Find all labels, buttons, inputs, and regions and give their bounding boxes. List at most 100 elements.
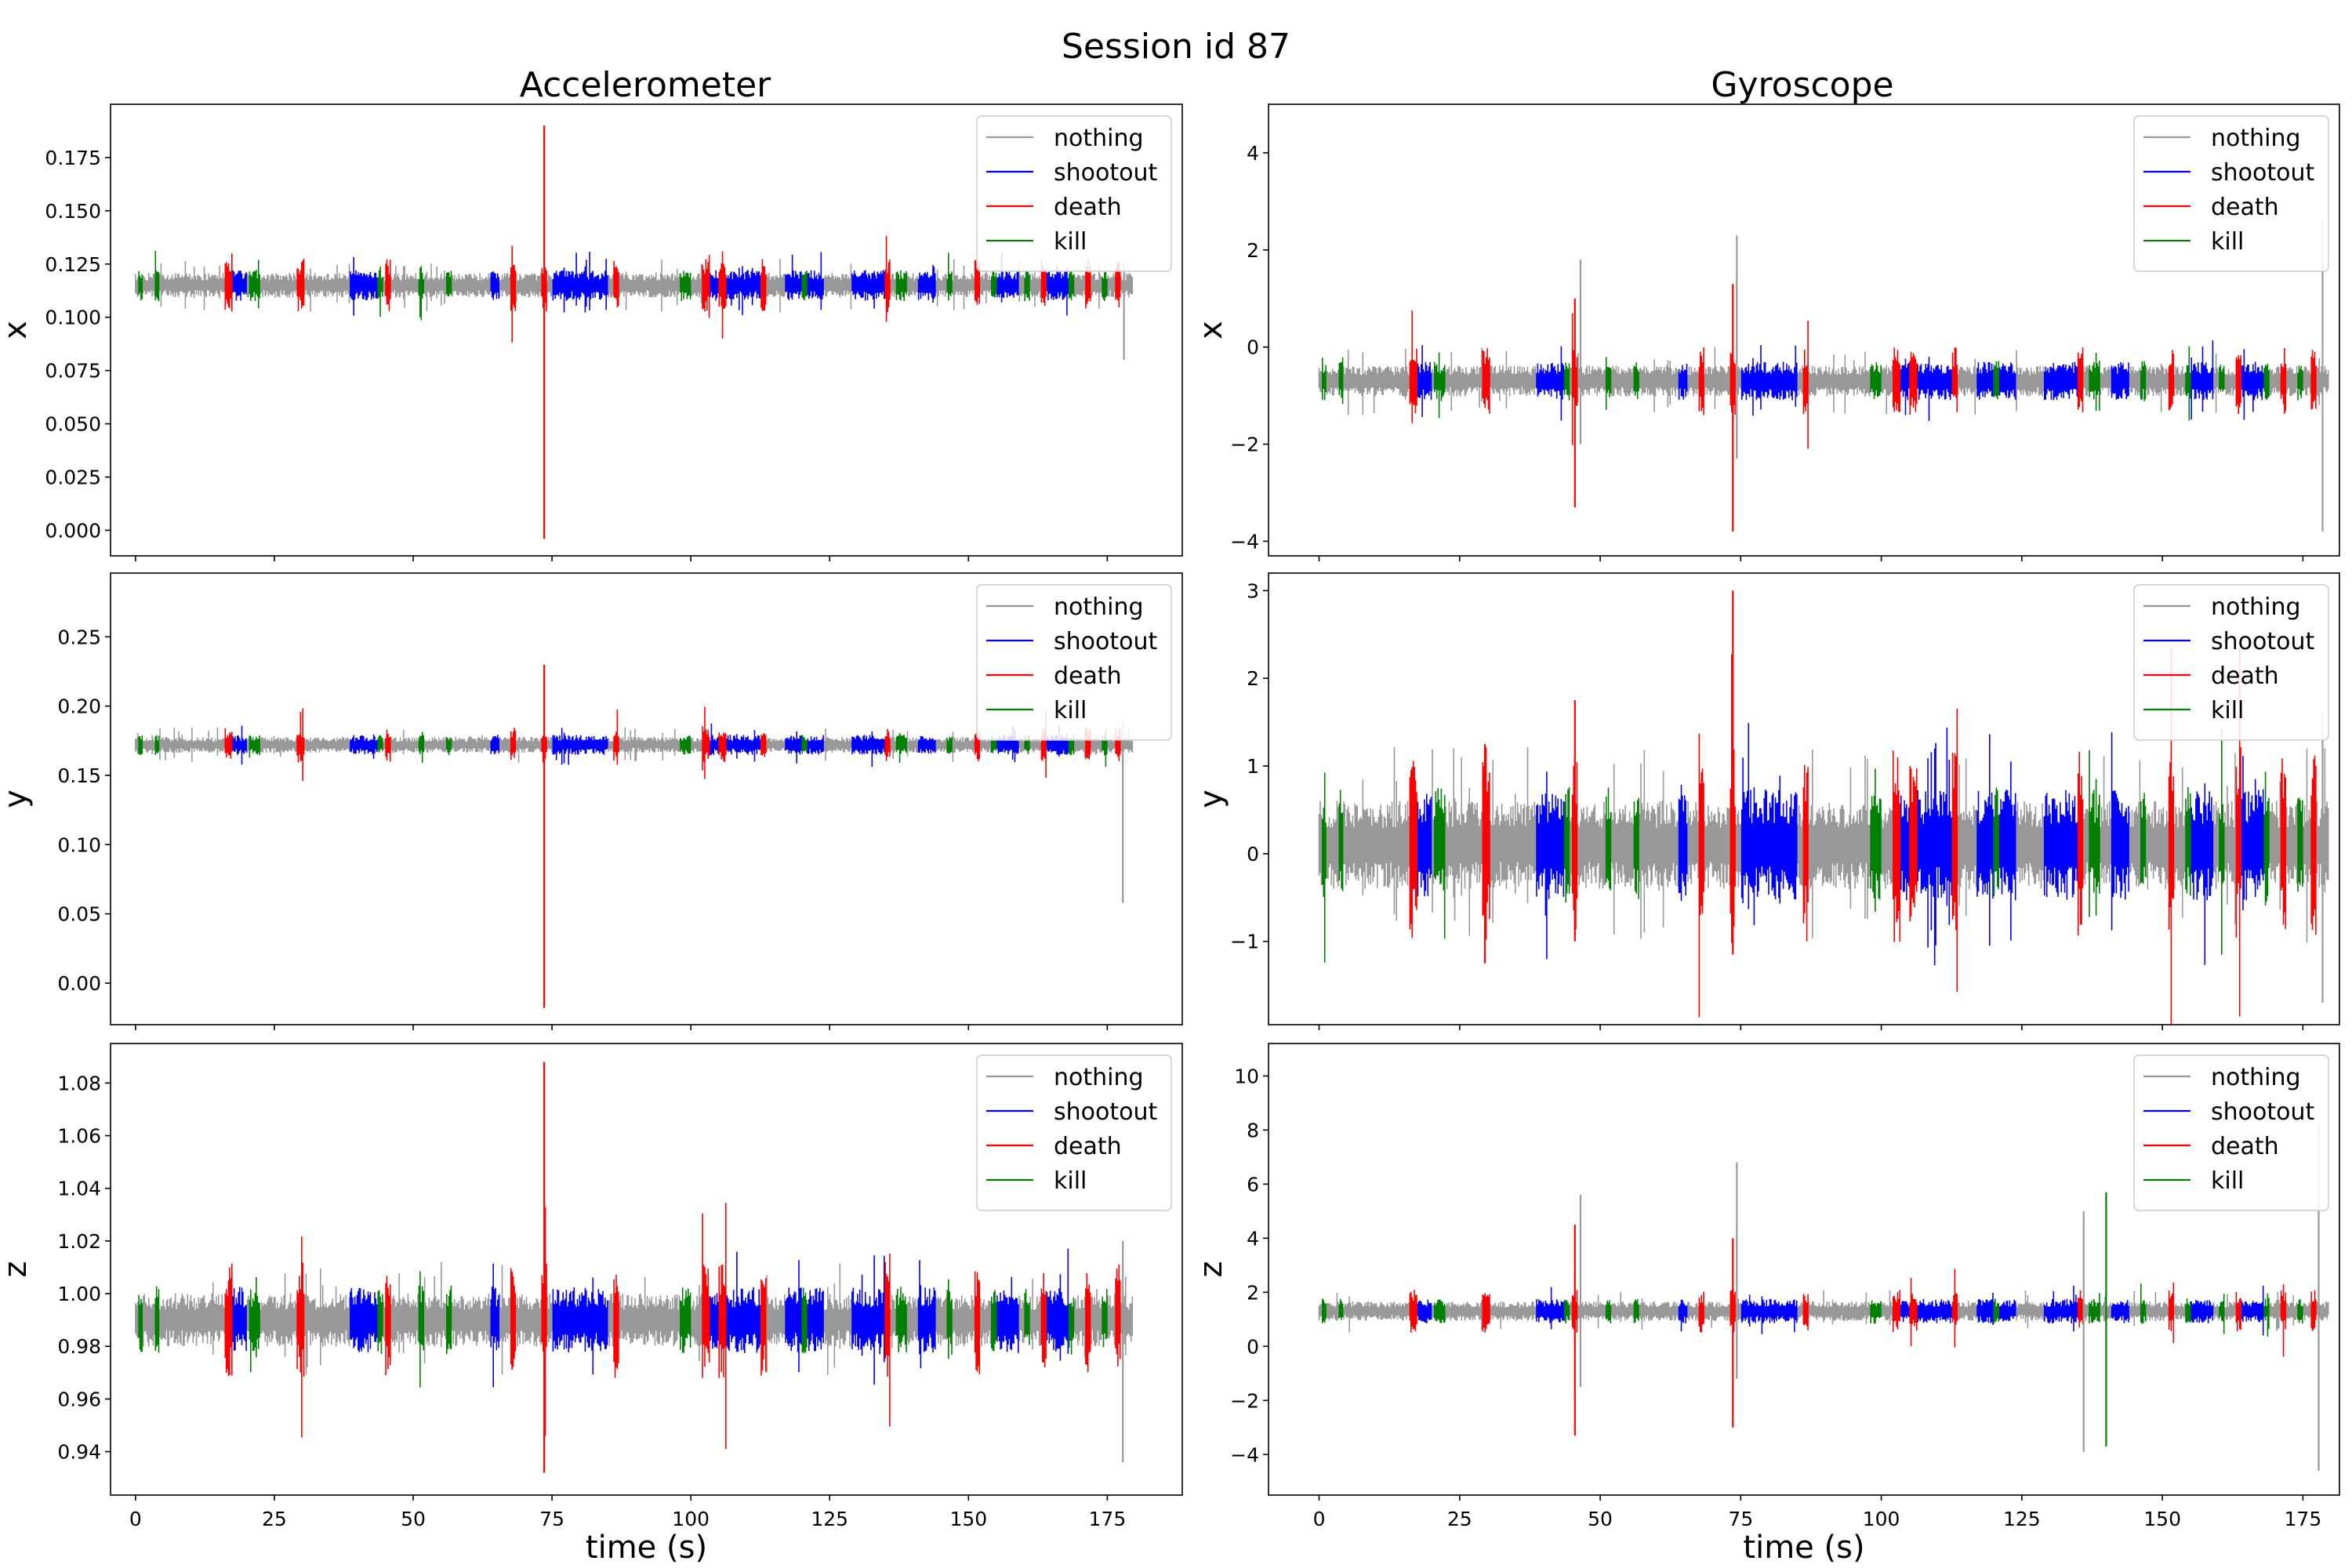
y-tick-label: 0: [1247, 1335, 1259, 1358]
x-tick-label: 25: [1447, 1508, 1472, 1530]
legend-label-nothing: nothing: [1054, 1064, 1144, 1091]
y-tick-label: 2: [1247, 239, 1259, 262]
y-tick-label: 1.06: [57, 1125, 101, 1148]
subplot-accelerometer-y: 0.00 0.05 0.10 0.15 0.20 0.25 y nothing shootout…: [0, 572, 1183, 1030]
column-title-accelerometer: Accelerometer: [520, 65, 771, 105]
y-axis-label: x: [0, 321, 34, 339]
x-axis-label: time (s): [1743, 1530, 1864, 1566]
y-tick-label: 0.050: [45, 413, 101, 436]
legend-frame: [2133, 1054, 2329, 1211]
series-kill: [1322, 346, 2303, 421]
y-tick-label: 0.000: [45, 519, 101, 542]
legend-label-death: death: [1054, 662, 1122, 690]
series-kill: [1322, 1283, 2303, 1337]
legend: nothing shootout death kill: [2133, 115, 2329, 272]
subplot-gyroscope-y: −1 0 1 2 3 y nothing shootout death kill: [1193, 572, 2340, 1030]
legend: nothing shootout death kill: [976, 584, 1172, 741]
y-tick-label: 4: [1247, 142, 1259, 165]
legend-label-death: death: [2211, 662, 2279, 690]
y-tick-label: 0: [1247, 336, 1259, 359]
x-tick-label: 125: [2003, 1508, 2041, 1530]
series-kill: [138, 250, 1108, 321]
legend-label-shootout: shootout: [2211, 1098, 2314, 1126]
y-tick-label: 0.05: [57, 903, 101, 926]
y-tick-label: 1: [1247, 755, 1259, 778]
y-tick-label: −4: [1230, 1443, 1259, 1466]
y-tick-label: 10: [1234, 1065, 1259, 1087]
axes-frame: [110, 1043, 1183, 1496]
x-tick-label: 125: [811, 1508, 848, 1530]
series-nothing: [1318, 1290, 2329, 1333]
x-tick-label: 100: [672, 1508, 710, 1530]
y-tick-label: 0.25: [57, 626, 101, 648]
y-tick-label: 1.02: [57, 1230, 101, 1253]
column-title-gyroscope: Gyroscope: [1711, 65, 1893, 105]
x-tick-label: 50: [1588, 1508, 1613, 1530]
series-shootout: [232, 252, 1069, 316]
axes-frame: [1268, 103, 2340, 557]
y-tick-label: 0.00: [57, 972, 101, 995]
legend-label-shootout: shootout: [1054, 159, 1157, 187]
legend-label-death: death: [1054, 1133, 1122, 1160]
legend-label-nothing: nothing: [2211, 1064, 2301, 1091]
legend-label-nothing: nothing: [1054, 593, 1144, 621]
series-nothing: [1318, 347, 2329, 416]
x-tick-label: 75: [539, 1508, 564, 1530]
legend-label-kill: kill: [1054, 228, 1087, 256]
x-tick-label: 150: [2143, 1508, 2181, 1530]
series-kill: [138, 1271, 1108, 1388]
axes-frame: [1268, 572, 2340, 1025]
y-tick-label: 0.94: [57, 1441, 101, 1464]
axes-frame: [110, 103, 1183, 557]
legend-frame: [2133, 115, 2329, 272]
legend-label-shootout: shootout: [2211, 628, 2314, 655]
legend-frame: [2133, 584, 2329, 741]
legend-frame: [976, 1054, 1172, 1211]
legend-label-nothing: nothing: [2211, 125, 2301, 152]
y-tick-label: 1.08: [57, 1072, 101, 1094]
series-nothing: [135, 727, 1134, 763]
y-tick-label: −2: [1230, 434, 1259, 456]
series-shootout: [232, 723, 1069, 768]
y-tick-label: 3: [1247, 579, 1259, 602]
y-tick-label: 2: [1247, 667, 1259, 690]
legend-label-kill: kill: [2211, 697, 2244, 724]
y-axis-label: z: [0, 1261, 34, 1278]
legend-label-shootout: shootout: [2211, 159, 2314, 187]
series-nothing: [135, 1261, 1134, 1375]
series-kill: [1322, 729, 2303, 963]
legend-label-nothing: nothing: [1054, 125, 1144, 152]
subplot-gyroscope-x: −4 −2 0 2 4 x nothing shootout death kill: [1193, 103, 2340, 561]
x-tick-label: 175: [1089, 1508, 1127, 1530]
subplot-grid: 0.0000.0250.0500.0750.1000.1250.1500.175…: [0, 103, 2340, 1566]
y-axis-label: y: [1193, 789, 1229, 808]
y-tick-label: 0.20: [57, 695, 101, 718]
y-tick-label: 0.15: [57, 764, 101, 787]
legend-label-kill: kill: [1054, 697, 1087, 724]
legend: nothing shootout death kill: [2133, 1054, 2329, 1211]
y-tick-label: 0.100: [45, 307, 101, 329]
y-tick-label: 1.04: [57, 1178, 101, 1200]
series-shootout: [1417, 1285, 2264, 1336]
figure-title: Session id 87: [1062, 27, 1290, 67]
y-tick-label: 0.075: [45, 360, 101, 383]
series-shootout: [232, 1248, 1069, 1388]
x-tick-label: 0: [1313, 1508, 1326, 1530]
x-tick-label: 0: [129, 1508, 142, 1530]
y-tick-label: 1.00: [57, 1283, 101, 1305]
subplot-accelerometer-z: 0.94 0.96 0.98 1.00 1.02 1.04 1.06 1.08 0 25 50 75 1…: [0, 1043, 1183, 1566]
legend-label-kill: kill: [1054, 1167, 1087, 1195]
x-tick-label: 175: [2285, 1508, 2322, 1530]
y-tick-label: −2: [1230, 1389, 1259, 1412]
legend-frame: [976, 115, 1172, 272]
legend-label-death: death: [2211, 194, 2279, 221]
legend: nothing shootout death kill: [976, 1054, 1172, 1211]
y-tick-label: 8: [1247, 1119, 1259, 1142]
x-tick-label: 75: [1728, 1508, 1753, 1530]
legend: nothing shootout death kill: [976, 115, 1172, 272]
legend-label-kill: kill: [2211, 228, 2244, 256]
y-tick-label: 6: [1247, 1173, 1259, 1196]
series-shootout: [1417, 340, 2264, 421]
series-kill: [138, 729, 1108, 768]
